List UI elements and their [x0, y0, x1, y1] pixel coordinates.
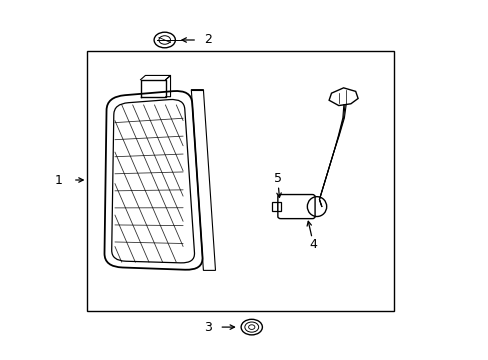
Text: 4: 4 [308, 238, 316, 251]
Bar [87, 51, 393, 311]
Text: 3: 3 [204, 321, 212, 334]
Text: 1: 1 [54, 174, 62, 186]
Text: 5: 5 [274, 172, 282, 185]
Bar [271, 202, 280, 211]
Text: 2: 2 [204, 33, 212, 46]
